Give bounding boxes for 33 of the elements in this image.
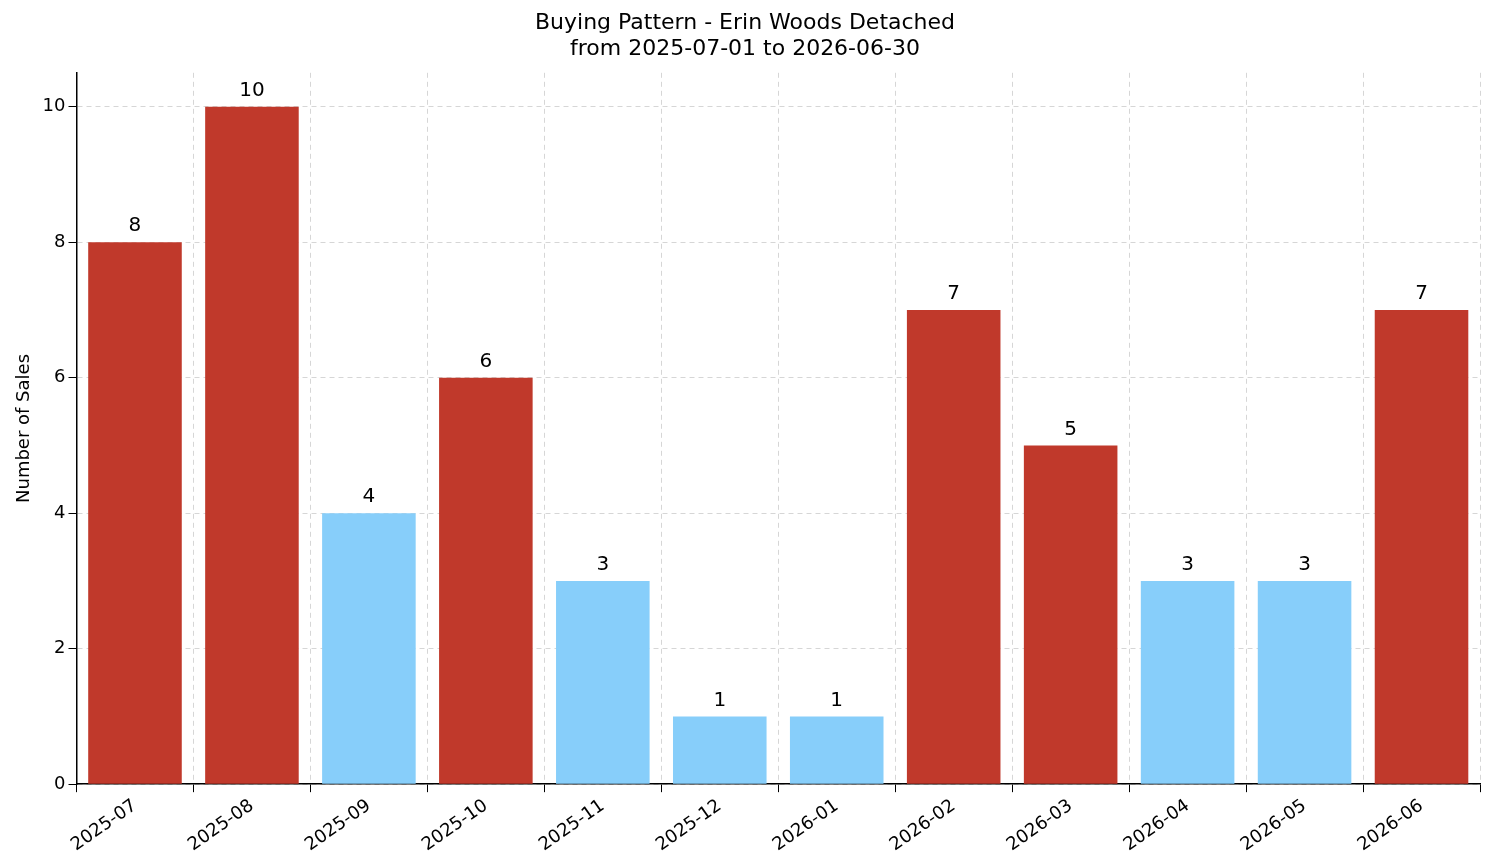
y-tick-label: 4 [54, 500, 66, 522]
data-label: 8 [128, 212, 142, 237]
bar [1140, 580, 1235, 784]
data-label: 10 [239, 76, 265, 101]
bar [1257, 580, 1352, 784]
bar [789, 716, 884, 784]
chart-title: Buying Pattern - Erin Woods Detached [534, 8, 956, 34]
data-label: 1 [713, 686, 727, 711]
data-label: 3 [1181, 551, 1194, 576]
y-tick-label: 6 [54, 365, 66, 387]
data-label: 3 [1298, 551, 1311, 576]
bar [556, 580, 650, 784]
y-tick-label: 2 [54, 636, 66, 658]
y-tick-label: 10 [42, 94, 66, 116]
bar [322, 513, 416, 784]
data-label: 1 [830, 686, 844, 711]
data-label: 7 [947, 280, 961, 305]
bar [1374, 309, 1469, 784]
y-tick-label: 8 [54, 229, 66, 251]
bar [88, 242, 182, 784]
bar [672, 716, 767, 784]
data-label: 3 [596, 551, 610, 576]
bar [1023, 445, 1118, 784]
bar [205, 106, 299, 784]
chart-subtitle: from 2025-07-01 to 2026-06-30 [570, 35, 920, 61]
data-label: 5 [1064, 415, 1078, 440]
y-tick-label: 0 [54, 771, 66, 793]
y-axis-title: Number of Sales [12, 353, 34, 503]
bar [439, 377, 533, 784]
data-label: 7 [1415, 280, 1428, 305]
data-label: 4 [362, 483, 376, 508]
bar [906, 309, 1001, 784]
data-label: 6 [479, 347, 493, 372]
